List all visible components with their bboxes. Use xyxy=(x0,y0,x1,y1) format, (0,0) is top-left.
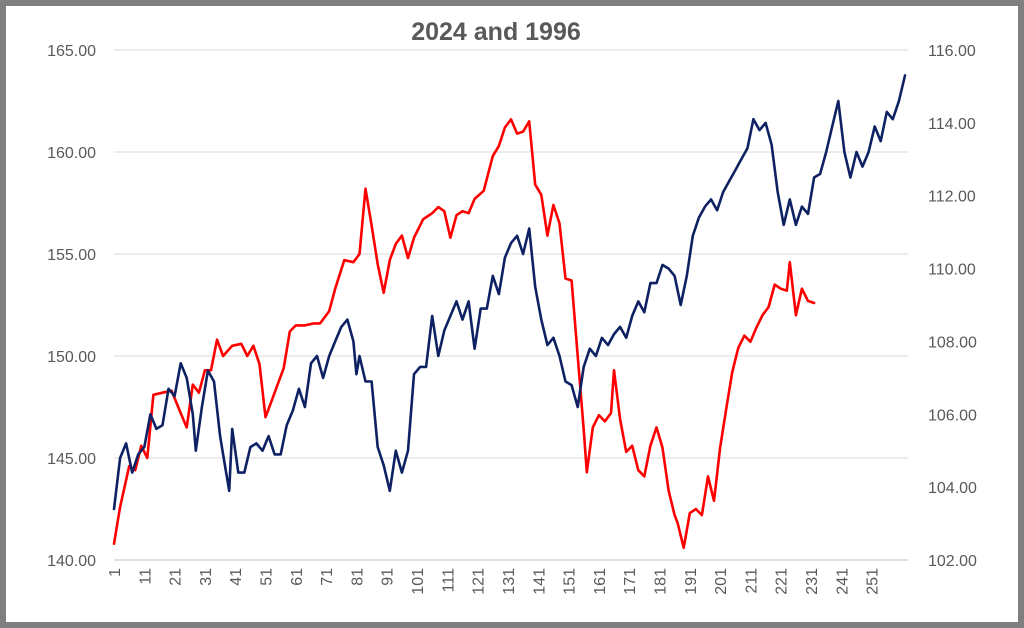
right-tick-label: 108.00 xyxy=(928,334,977,351)
x-tick-label: 21 xyxy=(168,568,185,586)
right-tick-label: 112.00 xyxy=(928,189,976,206)
left-tick-label: 145.00 xyxy=(47,451,96,468)
x-tick-label: 1 xyxy=(107,568,124,577)
left-tick-label: 140.00 xyxy=(47,553,96,570)
series-layer xyxy=(112,74,907,550)
x-tick-label: 41 xyxy=(228,568,245,586)
right-tick-label: 110.00 xyxy=(928,262,976,279)
series-line-1996 xyxy=(112,74,907,511)
x-tick-label: 71 xyxy=(319,568,336,586)
series-line-2024 xyxy=(112,118,816,550)
right-tick-label: 116.00 xyxy=(928,43,976,60)
left-tick-label: 165.00 xyxy=(47,43,96,60)
right-tick-label: 106.00 xyxy=(928,407,977,424)
right-tick-label: 102.00 xyxy=(928,553,977,570)
x-tick-label: 251 xyxy=(865,568,882,595)
right-axis-ticks: 102.00 104.00 106.00 108.00 110.00 112.00 114.… xyxy=(928,43,977,570)
x-axis-ticks: 1 11 21 31 41 51 61 71 81 91 101 111 121 131 141 151 161… xyxy=(107,568,882,595)
x-tick-label: 131 xyxy=(501,568,518,595)
left-tick-label: 160.00 xyxy=(47,145,96,162)
gridlines xyxy=(114,49,908,561)
right-tick-label: 104.00 xyxy=(928,480,977,497)
x-tick-label: 211 xyxy=(743,568,760,594)
x-tick-label: 11 xyxy=(137,568,154,585)
chart-title: 2024 and 1996 xyxy=(411,18,581,46)
x-tick-label: 161 xyxy=(592,568,609,595)
x-tick-label: 61 xyxy=(289,568,306,586)
x-tick-label: 201 xyxy=(713,568,730,595)
x-tick-label: 221 xyxy=(774,568,791,595)
x-tick-label: 181 xyxy=(652,568,669,595)
x-tick-label: 91 xyxy=(380,568,397,586)
left-tick-label: 150.00 xyxy=(47,349,96,366)
x-tick-label: 121 xyxy=(471,568,488,595)
x-tick-label: 51 xyxy=(259,568,276,586)
x-tick-label: 151 xyxy=(562,568,579,595)
right-tick-label: 114.00 xyxy=(928,116,976,133)
x-tick-label: 81 xyxy=(349,568,366,586)
x-tick-label: 141 xyxy=(531,568,548,595)
left-axis-ticks: 140.00 145.00 150.00 155.00 160.00 165.00 xyxy=(47,43,96,570)
x-tick-label: 111 xyxy=(440,568,457,592)
x-tick-label: 241 xyxy=(834,568,851,595)
x-tick-label: 31 xyxy=(198,568,215,586)
left-tick-label: 155.00 xyxy=(47,247,96,264)
x-tick-label: 171 xyxy=(622,568,639,595)
x-tick-label: 231 xyxy=(804,568,821,595)
x-tick-label: 191 xyxy=(683,568,700,595)
x-tick-label: 101 xyxy=(410,568,427,595)
